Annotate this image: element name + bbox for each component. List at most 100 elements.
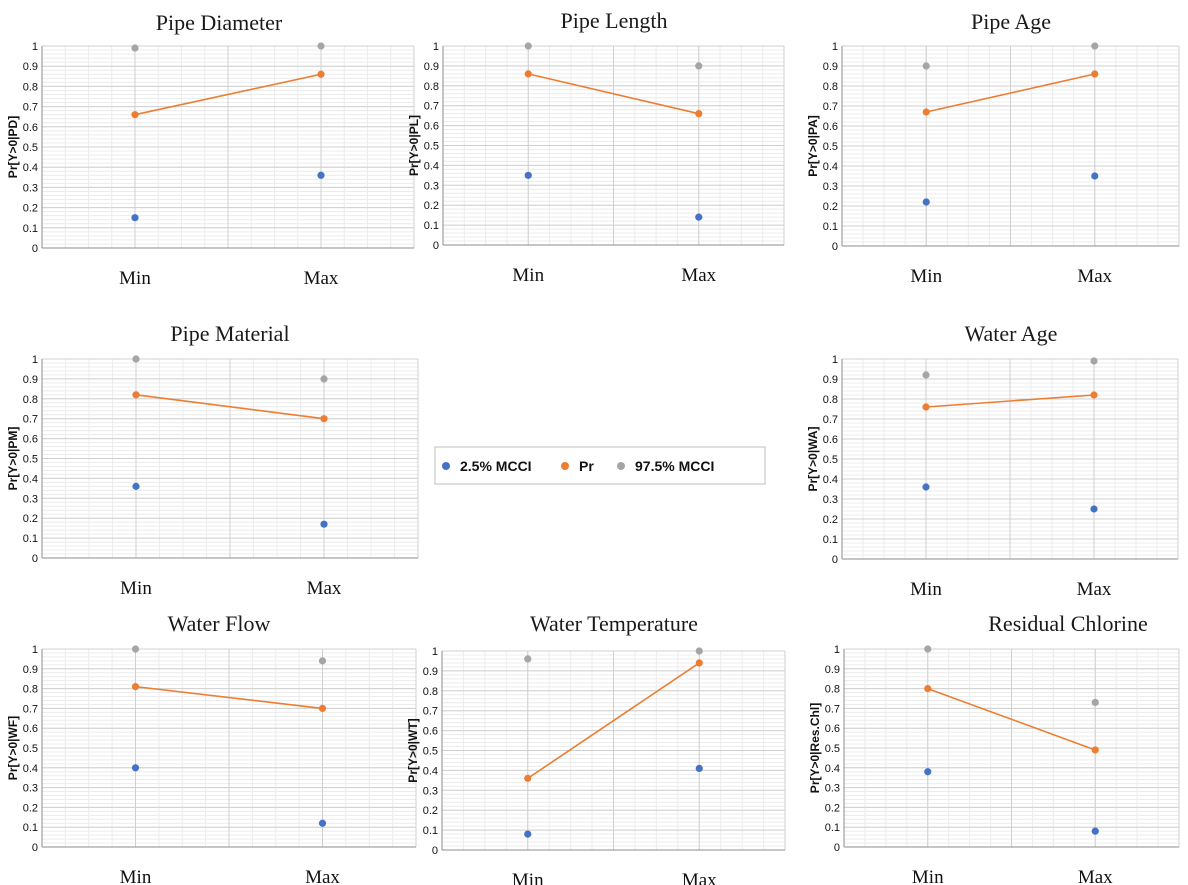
- data-point: [695, 647, 703, 655]
- y-tick-label: 0.8: [23, 684, 38, 696]
- series-line-pr: [528, 73, 699, 115]
- y-tick-label: 0.7: [23, 102, 38, 114]
- legend-label: 2.5% MCCI: [460, 458, 532, 474]
- data-point: [320, 520, 328, 528]
- legend-marker: [617, 462, 625, 470]
- data-point: [922, 198, 930, 206]
- x-tick-label: Min: [910, 579, 942, 600]
- x-tick-label: Min: [512, 265, 544, 286]
- chart-title: Pipe Age: [971, 9, 1051, 34]
- y-tick-label: 1: [832, 354, 838, 366]
- y-tick-label: 0.6: [23, 122, 38, 134]
- data-point: [131, 683, 140, 691]
- y-tick-label: 0.5: [423, 746, 438, 758]
- y-tick-label: 0: [432, 845, 438, 857]
- y-tick-label: 1: [832, 41, 838, 53]
- x-tick-label: Max: [1078, 867, 1113, 885]
- y-tick-label: 0.4: [23, 473, 38, 485]
- data-point: [924, 685, 932, 693]
- y-tick-label: 1: [32, 644, 38, 656]
- data-point: [320, 375, 328, 383]
- y-tick-label: 1: [32, 354, 38, 366]
- data-point: [524, 830, 532, 838]
- y-axis-label: Pr[Y>0|PD]: [6, 116, 20, 178]
- x-tick-label: Max: [305, 867, 340, 885]
- y-tick-label: 0.4: [23, 763, 38, 775]
- data-point: [1091, 70, 1099, 78]
- chart-panel: 0 0.1 0.2 0.3 0.4 0.5 0.6 0.7 0.8 0.9 1 Min Max Pr[Y>…: [406, 611, 786, 885]
- y-tick-label: 0.5: [23, 142, 38, 154]
- y-tick-label: 0: [32, 243, 38, 255]
- series-line-pr: [527, 662, 700, 780]
- y-tick-label: 0.1: [23, 533, 38, 545]
- data-point: [317, 171, 325, 179]
- x-tick-label: Max: [307, 578, 342, 599]
- x-tick-label: Max: [1077, 579, 1112, 600]
- data-point: [131, 645, 140, 653]
- y-tick-label: 0.5: [823, 141, 838, 153]
- y-tick-label: 0: [433, 240, 439, 252]
- y-tick-label: 0.6: [823, 434, 838, 446]
- legend-label: Pr: [579, 458, 594, 474]
- y-tick-label: 0.2: [23, 802, 38, 814]
- y-tick-label: 0.1: [823, 221, 838, 233]
- chart-title: Pipe Diameter: [156, 10, 283, 35]
- y-tick-label: 0.6: [23, 723, 38, 735]
- series-line-pr: [926, 73, 1095, 113]
- y-tick-label: 0.7: [423, 706, 438, 718]
- y-tick-label: 0.8: [424, 81, 439, 93]
- data-point: [1091, 746, 1099, 754]
- y-tick-label: 1: [834, 644, 840, 656]
- data-point: [524, 655, 532, 663]
- y-axis-label: Pr[Y>0|PA]: [806, 115, 820, 177]
- chart-title: Water Temperature: [530, 611, 698, 636]
- y-tick-label: 0.9: [23, 374, 38, 386]
- data-point: [318, 657, 327, 665]
- y-tick-label: 0.1: [23, 822, 38, 834]
- data-point: [1091, 827, 1099, 835]
- y-tick-label: 0.7: [823, 414, 838, 426]
- data-point: [1091, 172, 1099, 180]
- legend: 2.5% MCCI Pr 97.5% MCCI: [434, 446, 766, 485]
- y-axis-label: Pr[Y>0|PM]: [6, 427, 20, 491]
- data-point: [132, 391, 140, 399]
- y-tick-label: 0.8: [823, 394, 838, 406]
- y-tick-label: 0.2: [423, 805, 438, 817]
- data-point: [317, 42, 325, 50]
- y-axis-label: Pr[Y>0|PL]: [407, 115, 421, 176]
- y-tick-label: 0.4: [23, 162, 38, 174]
- chart-panel: 0 0.1 0.2 0.3 0.4 0.5 0.6 0.7 0.8 0.9 1 Min Max Pr[Y>…: [808, 611, 1180, 885]
- y-tick-label: 0.3: [23, 182, 38, 194]
- x-tick-label: Min: [119, 268, 151, 289]
- chart-title: Pipe Length: [561, 8, 668, 33]
- data-point: [924, 645, 932, 653]
- data-point: [924, 768, 932, 776]
- y-tick-label: 0.3: [423, 785, 438, 797]
- y-tick-label: 0.2: [23, 513, 38, 525]
- data-point: [922, 483, 930, 491]
- chart-panel: 0 0.1 0.2 0.3 0.4 0.5 0.6 0.7 0.8 0.9 1 Min Max Pr[Y>…: [806, 321, 1179, 600]
- data-point: [1091, 42, 1099, 50]
- y-tick-label: 0.1: [423, 825, 438, 837]
- y-tick-label: 0.9: [23, 664, 38, 676]
- chart-title: Water Age: [965, 321, 1058, 346]
- series-line-pr: [135, 394, 325, 420]
- y-tick-label: 0.3: [23, 783, 38, 795]
- y-tick-label: 0.8: [23, 394, 38, 406]
- chart-panels: 0 0.1 0.2 0.3 0.4 0.5 0.6 0.7 0.8 0.9 1 Min Max Pr[Y>…: [6, 8, 1180, 885]
- y-tick-label: 0.7: [23, 414, 38, 426]
- data-point: [695, 659, 703, 667]
- y-tick-label: 0.5: [23, 743, 38, 755]
- chart-panel: 0 0.1 0.2 0.3 0.4 0.5 0.6 0.7 0.8 0.9 1 Min Max Pr[Y>…: [6, 10, 415, 289]
- y-tick-label: 0.9: [423, 666, 438, 678]
- chart-title: Water Flow: [168, 611, 271, 636]
- y-tick-label: 1: [432, 646, 438, 658]
- data-point: [695, 764, 703, 773]
- data-point: [318, 704, 327, 713]
- data-point: [1090, 391, 1098, 399]
- data-point: [524, 42, 532, 50]
- data-point: [317, 70, 325, 78]
- y-tick-label: 0.9: [823, 61, 838, 73]
- data-point: [695, 110, 703, 118]
